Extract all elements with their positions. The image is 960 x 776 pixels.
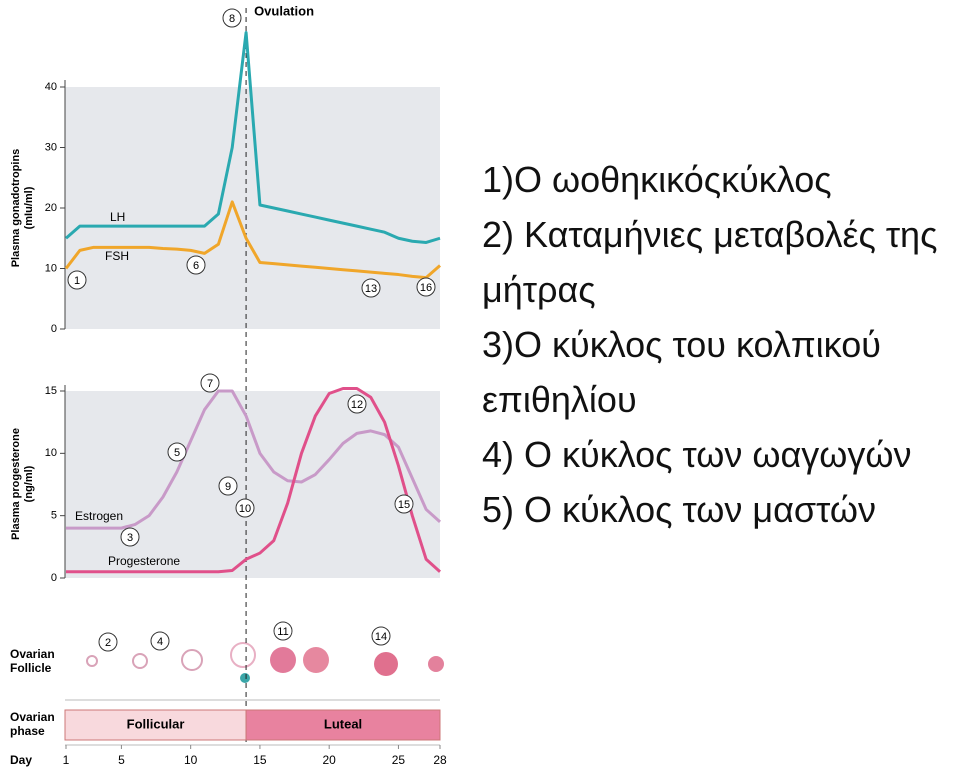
- series-line: [64, 200, 441, 280]
- x-tick-label: 1: [63, 753, 70, 767]
- marker-circle: [167, 442, 187, 462]
- y-axis-label-line: (mIu/ml): [23, 186, 35, 229]
- marker-circle: [200, 373, 220, 393]
- row-label: Ovarian: [10, 647, 55, 661]
- series-label: FSH: [105, 249, 129, 263]
- x-tick-label: 28: [433, 753, 447, 767]
- y-tick-label: 10: [45, 262, 57, 274]
- marker-label: 10: [239, 503, 251, 515]
- y-tick-label: 5: [51, 510, 57, 522]
- marker-circle: [120, 527, 140, 547]
- y-axis-label: Plasma progesterone(ng/ml): [10, 428, 35, 540]
- follicle: [132, 653, 148, 669]
- marker-circle: [416, 277, 436, 297]
- text-block: 1)Ο ωοθηκικόςκύκλος 2) Καταμήνιες μεταβολ…: [482, 152, 960, 537]
- text-line: 1)Ο ωοθηκικόςκύκλος: [482, 159, 832, 200]
- marker-circle: [222, 8, 242, 28]
- series-line: [66, 387, 442, 574]
- text-line: 2) Καταμήνιες μεταβολές της μήτρας: [482, 214, 938, 310]
- text-line: 3)Ο κύκλος του κολπικού επιθηλίου: [482, 324, 881, 420]
- follicle: [181, 649, 203, 671]
- ovulation-label: Ovulation: [254, 3, 314, 18]
- x-axis-label: Day: [10, 753, 32, 767]
- marker-label: 8: [229, 13, 235, 25]
- text-line: 5) Ο κύκλος των μαστών: [482, 489, 876, 530]
- y-axis-label-line: Plasma gonadotropins: [10, 149, 22, 268]
- series-label: Progesterone: [108, 554, 180, 568]
- phase-label: Luteal: [324, 716, 362, 731]
- y-axis-label: Plasma gonadotropins(mIu/ml): [10, 149, 35, 268]
- luteal-bar: [245, 709, 441, 741]
- corpus-luteum: [303, 647, 329, 673]
- y-axis-label-line: Plasma progesterone: [10, 428, 22, 540]
- follicular-bar: [64, 709, 247, 741]
- marker-circle: [394, 494, 414, 514]
- text-line: 4) Ο κύκλος των ωαγωγών: [482, 434, 912, 475]
- marker-label: 7: [207, 378, 213, 390]
- y-tick-label: 15: [45, 385, 57, 397]
- series-label: LH: [110, 210, 125, 224]
- marker-label: 5: [174, 447, 180, 459]
- follicle: [86, 655, 98, 667]
- marker-label: 3: [127, 532, 133, 544]
- x-tick-label: 25: [392, 753, 406, 767]
- plot-bg: [65, 391, 440, 578]
- y-tick-label: 30: [45, 141, 57, 153]
- marker-circle: [218, 476, 238, 496]
- marker-circle: [371, 626, 391, 646]
- row-label: Follicle: [10, 661, 52, 675]
- x-tick-label: 15: [253, 753, 267, 767]
- x-tick-label: 20: [323, 753, 337, 767]
- marker-circle: [273, 621, 293, 641]
- marker-label: 9: [225, 481, 231, 493]
- marker-circle: [98, 632, 118, 652]
- ovum: [240, 673, 250, 683]
- follicle: [230, 642, 256, 668]
- row-label: phase: [10, 724, 45, 738]
- follicle-images: [86, 642, 444, 683]
- series-label: Estrogen: [75, 509, 123, 523]
- x-tick-label: 5: [118, 753, 125, 767]
- y-tick-label: 20: [45, 202, 57, 214]
- marker-label: 4: [157, 636, 163, 648]
- marker-label: 11: [277, 626, 288, 638]
- marker-circle: [186, 255, 206, 275]
- row-label: Ovarian: [10, 710, 55, 724]
- phase-label: Follicular: [127, 716, 185, 731]
- marker-circle: [150, 631, 170, 651]
- corpus-luteum: [270, 647, 296, 673]
- marker-circle: [361, 278, 381, 298]
- corpus-luteum: [374, 652, 398, 676]
- y-tick-label: 0: [51, 323, 57, 335]
- marker-circle: [235, 498, 255, 518]
- y-tick-label: 0: [51, 572, 57, 584]
- y-tick-label: 40: [45, 81, 57, 93]
- series-line: [65, 31, 441, 244]
- marker-label: 12: [351, 399, 363, 411]
- corpus-albicans: [428, 656, 444, 672]
- marker-circle: [67, 270, 87, 290]
- marker-label: 1: [74, 275, 80, 287]
- marker-label: 2: [105, 637, 111, 649]
- marker-label: 15: [398, 499, 410, 511]
- y-tick-label: 10: [45, 447, 57, 459]
- y-axis-label-line: (ng/ml): [23, 465, 35, 502]
- x-tick-label: 10: [184, 753, 198, 767]
- marker-label: 13: [365, 283, 377, 295]
- marker-circle: [347, 394, 367, 414]
- series-line: [66, 389, 442, 530]
- marker-label: 14: [375, 631, 387, 643]
- marker-label: 16: [420, 282, 432, 294]
- marker-label: 6: [193, 260, 199, 272]
